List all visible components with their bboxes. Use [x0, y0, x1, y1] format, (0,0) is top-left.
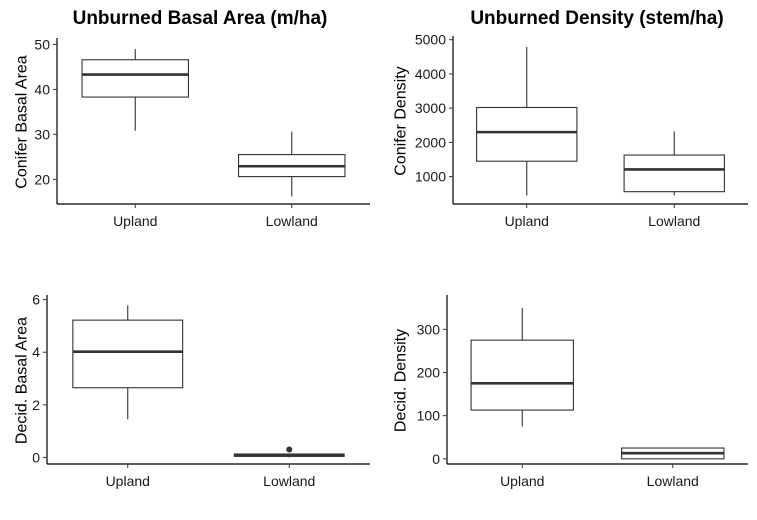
y-tick-label: 4000 — [415, 66, 446, 82]
x-tick-label: Upland — [106, 473, 150, 489]
box-upland — [476, 46, 578, 196]
panel-4: Decid. Density 0 100 200 300 Upland Lowland — [393, 295, 748, 489]
iqr-box — [623, 154, 725, 193]
y-tick-label: 200 — [417, 365, 441, 381]
y-tick-label: 2 — [32, 397, 40, 413]
y-axis-label: Decid. Basal Area — [14, 317, 31, 444]
x-tick-label: Upland — [113, 213, 157, 229]
box-lowland — [623, 131, 725, 196]
y-axis-label: Conifer Basal Area — [14, 55, 31, 189]
y-tick-label: 5000 — [415, 32, 446, 48]
iqr-box — [470, 339, 574, 411]
iqr-box — [476, 106, 578, 162]
iqr-box — [72, 319, 184, 389]
x-tick-label: Lowland — [647, 473, 699, 489]
x-tick-label: Lowland — [263, 473, 315, 489]
box-upland — [470, 307, 574, 427]
chart-title: Unburned Density (stem/ha) — [470, 8, 723, 29]
y-tick-label: 4 — [32, 344, 40, 360]
box-lowland — [237, 131, 346, 197]
y-tick-label: 0 — [432, 451, 440, 467]
y-tick-label: 0 — [32, 449, 40, 465]
y-tick-label: 30 — [34, 126, 50, 142]
x-tick-label: Upland — [500, 473, 544, 489]
y-tick-label: 40 — [34, 81, 50, 97]
outlier-point — [286, 446, 293, 453]
y-axis-label: Conifer Density — [393, 66, 410, 175]
x-tick-label: Upland — [505, 213, 549, 229]
chart-title: Unburned Basal Area (m/ha) — [73, 8, 328, 29]
panel-2: Unburned Density (stem/ha) Conifer Densit… — [393, 8, 748, 229]
y-tick-label: 300 — [417, 321, 441, 337]
y-tick-label: 20 — [34, 171, 50, 187]
box-upland — [81, 48, 190, 131]
x-tick-label: Lowland — [266, 213, 318, 229]
y-tick-label: 100 — [417, 408, 441, 424]
y-tick-label: 1000 — [415, 169, 446, 185]
y-tick-label: 2000 — [415, 134, 446, 150]
x-tick-label: Lowland — [648, 213, 700, 229]
y-tick-label: 6 — [32, 292, 40, 308]
y-tick-label: 3000 — [415, 100, 446, 116]
box-upland — [72, 305, 184, 420]
box-lowland — [233, 446, 345, 458]
iqr-box — [81, 59, 190, 98]
box-lowland — [621, 447, 725, 460]
panel-1: Unburned Basal Area (m/ha) Conifer Basal … — [14, 8, 370, 229]
y-axis-label: Decid. Density — [393, 329, 410, 432]
y-tick-label: 50 — [34, 36, 50, 52]
